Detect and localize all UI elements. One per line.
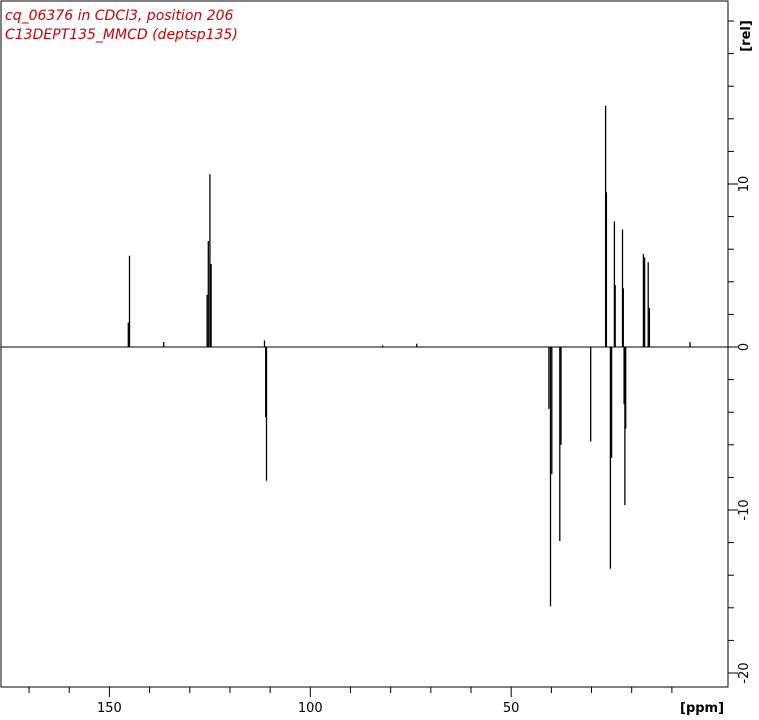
x-tick-label-150: 150 [97,701,122,716]
x-tick-label-50: 50 [503,701,520,716]
x-axis-label: [ppm] [680,701,724,716]
y-tick-label--20: -20 [737,662,752,683]
x-tick-label-100: 100 [298,701,323,716]
chart-title-line-2: C13DEPT135_MMCD (deptsp135) [5,27,238,43]
y-tick-label--10: -10 [737,499,752,520]
y-tick-label-10: 10 [737,176,752,193]
plot-frame [0,0,729,688]
y-tick-label-0: 0 [737,343,752,351]
y-axis-label: [rel] [739,20,754,52]
x-axis: 150 100 50 [28,687,673,716]
chart-title-line-1: cq_06376 in CDCl3, position 206 [5,8,234,24]
peaks-group [127,105,691,607]
y-axis: 10 0 -10 -20 [728,20,752,684]
